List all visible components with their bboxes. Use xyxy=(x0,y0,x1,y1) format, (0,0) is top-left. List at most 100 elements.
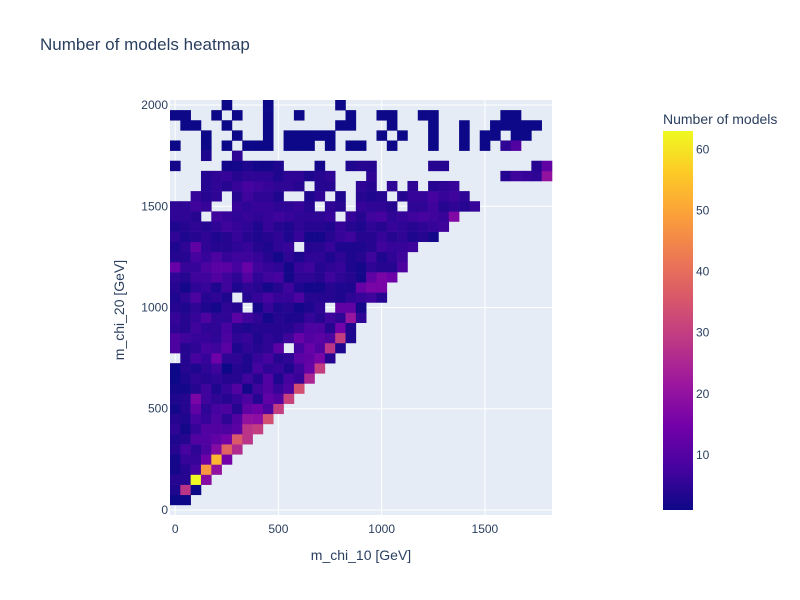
heatmap-cell xyxy=(231,363,243,374)
heatmap-cell xyxy=(231,282,243,293)
heatmap-cell xyxy=(304,373,315,384)
heatmap-cell xyxy=(231,150,243,162)
heatmap-cell xyxy=(211,292,222,303)
heatmap-cell xyxy=(180,423,191,435)
heatmap-cell xyxy=(397,221,408,232)
heatmap-cell xyxy=(252,302,264,313)
heatmap-cell xyxy=(252,282,264,293)
heatmap-cell xyxy=(273,261,284,273)
heatmap-cell xyxy=(314,211,326,222)
heatmap-cell xyxy=(314,170,326,182)
heatmap-cell xyxy=(170,332,181,344)
heatmap-cell xyxy=(314,231,326,243)
heatmap-cell xyxy=(211,423,222,435)
heatmap-cell xyxy=(293,110,305,121)
heatmap-cell xyxy=(510,110,522,121)
heatmap-cell xyxy=(324,261,336,273)
heatmap-cell xyxy=(273,292,284,303)
heatmap-cell xyxy=(252,261,264,273)
heatmap-cell xyxy=(376,261,388,273)
heatmap-cell xyxy=(355,180,367,192)
heatmap-cell xyxy=(304,342,315,354)
heatmap-cell xyxy=(200,231,212,243)
colorbar xyxy=(663,131,693,510)
heatmap-cell xyxy=(345,322,357,334)
heatmap-cell xyxy=(190,434,202,445)
heatmap-cell xyxy=(304,363,315,374)
heatmap-cell xyxy=(190,120,202,131)
heatmap-cell xyxy=(221,363,233,374)
heatmap-cell xyxy=(366,191,377,202)
heatmap-cell xyxy=(283,312,295,323)
heatmap-cell xyxy=(273,363,284,374)
heatmap-cell xyxy=(438,160,450,172)
heatmap-cell xyxy=(200,241,212,253)
heatmap-cell xyxy=(211,444,222,455)
heatmap-cell xyxy=(345,221,357,232)
heatmap-cell xyxy=(170,373,181,384)
heatmap-cell xyxy=(242,342,253,354)
heatmap-cell xyxy=(262,201,274,212)
y-tick-label: 1500 xyxy=(141,199,168,213)
heatmap-cell xyxy=(304,272,315,283)
heatmap-cell xyxy=(242,211,253,222)
heatmap-cell xyxy=(231,191,243,202)
heatmap-cell xyxy=(231,221,243,232)
heatmap-cell xyxy=(252,231,264,243)
heatmap-cell xyxy=(262,282,274,293)
heatmap-cell xyxy=(366,282,377,293)
heatmap-cell xyxy=(293,332,305,344)
heatmap-cell xyxy=(211,393,222,404)
heatmap-cell xyxy=(273,282,284,293)
heatmap-cell xyxy=(242,393,253,404)
heatmap-cell xyxy=(242,413,253,425)
heatmap-cell xyxy=(273,312,284,323)
heatmap-cell xyxy=(345,160,357,172)
heatmap-cell xyxy=(355,191,367,202)
heatmap-cell xyxy=(180,444,191,455)
heatmap-cell xyxy=(221,221,233,232)
heatmap-cell xyxy=(304,191,315,202)
heatmap-cell xyxy=(386,231,398,243)
heatmap-cell xyxy=(293,383,305,394)
heatmap-cell xyxy=(283,130,295,141)
heatmap-cell xyxy=(283,261,295,273)
heatmap-cell xyxy=(262,251,274,263)
heatmap-cell xyxy=(324,312,336,323)
heatmap-cell xyxy=(293,130,305,141)
heatmap-cell xyxy=(283,211,295,222)
heatmap-cell xyxy=(170,444,181,455)
heatmap-cell xyxy=(324,231,336,243)
heatmap-cell xyxy=(438,191,450,202)
heatmap-cell xyxy=(262,180,274,192)
heatmap-cell xyxy=(180,454,191,465)
heatmap-cell xyxy=(180,201,191,212)
heatmap-cell xyxy=(283,373,295,384)
heatmap-cell xyxy=(304,201,315,212)
heatmap-cell xyxy=(324,180,336,192)
heatmap-cell xyxy=(262,100,274,111)
heatmap-cell xyxy=(262,363,274,374)
heatmap-cell xyxy=(355,211,367,222)
heatmap-cell xyxy=(345,211,357,222)
heatmap-cell xyxy=(221,434,233,445)
heatmap-cell xyxy=(262,332,274,344)
heatmap-cell xyxy=(541,160,553,172)
heatmap-cell xyxy=(242,353,253,364)
heatmap-cell xyxy=(180,211,191,222)
heatmap-cell xyxy=(273,231,284,243)
heatmap-cell xyxy=(211,251,222,263)
heatmap-cell xyxy=(345,272,357,283)
heatmap-cell xyxy=(170,494,181,506)
heatmap-cell xyxy=(231,272,243,283)
heatmap-cell xyxy=(314,241,326,253)
heatmap-cell xyxy=(324,282,336,293)
heatmap-cell xyxy=(242,292,253,303)
heatmap-cell xyxy=(231,312,243,323)
heatmap-cell xyxy=(386,201,398,212)
heatmap-cell xyxy=(221,241,233,253)
heatmap-cell xyxy=(180,393,191,404)
heatmap-cell xyxy=(397,261,408,273)
heatmap-cell xyxy=(304,261,315,273)
